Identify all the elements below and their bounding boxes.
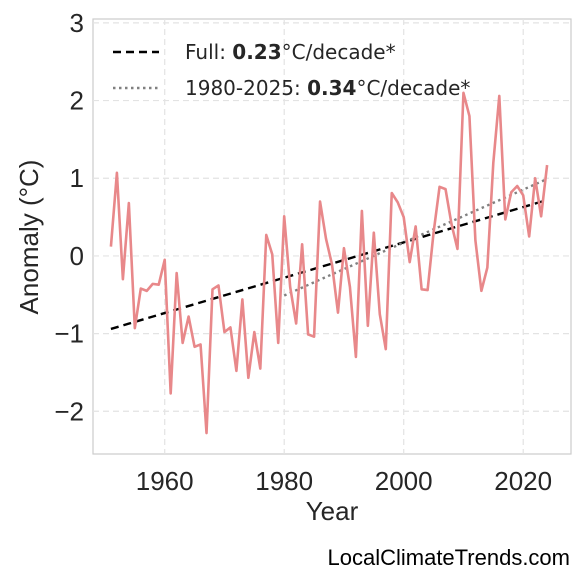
series-lines (109, 91, 549, 435)
x-tick-label: 2020 (494, 466, 552, 496)
legend: Full: 0.23°C/decade*1980-2025: 0.34°C/de… (113, 40, 470, 100)
x-axis-title: Year (306, 496, 359, 526)
legend-trend-value: 0.34 (307, 76, 356, 100)
y-tick-label: 3 (70, 8, 84, 38)
anomaly-chart: 1960 1980 2000 2020 3 2 1 0 −1 −2 Year Anomaly (… (14, 8, 572, 526)
legend-label-suffix: °C/decade* (282, 40, 396, 64)
legend-label: 1980-2025: 0.34°C/decade* (185, 76, 470, 100)
x-tick-label: 2000 (375, 466, 433, 496)
y-tick-label: −2 (54, 396, 84, 426)
legend-label-prefix: Full: (185, 40, 232, 64)
series-line (109, 91, 549, 435)
legend-label-suffix: °C/decade* (356, 76, 470, 100)
x-tick-label: 1980 (255, 466, 313, 496)
x-tick-labels: 1960 1980 2000 2020 (136, 466, 552, 496)
x-tick-label: 1960 (136, 466, 194, 496)
legend-label-prefix: 1980-2025: (185, 76, 307, 100)
legend-trend-value: 0.23 (232, 40, 281, 64)
watermark: LocalClimateTrends.com (327, 545, 571, 570)
legend-label: Full: 0.23°C/decade* (185, 40, 396, 64)
y-tick-label: 0 (70, 241, 84, 271)
plot-frame (92, 18, 572, 455)
y-tick-labels: 3 2 1 0 −1 −2 (54, 8, 84, 426)
y-tick-label: −1 (54, 319, 84, 349)
y-tick-label: 1 (70, 163, 84, 193)
y-axis-title: Anomaly (°C) (14, 160, 44, 315)
y-tick-label: 2 (70, 86, 84, 116)
grid (93, 19, 571, 454)
